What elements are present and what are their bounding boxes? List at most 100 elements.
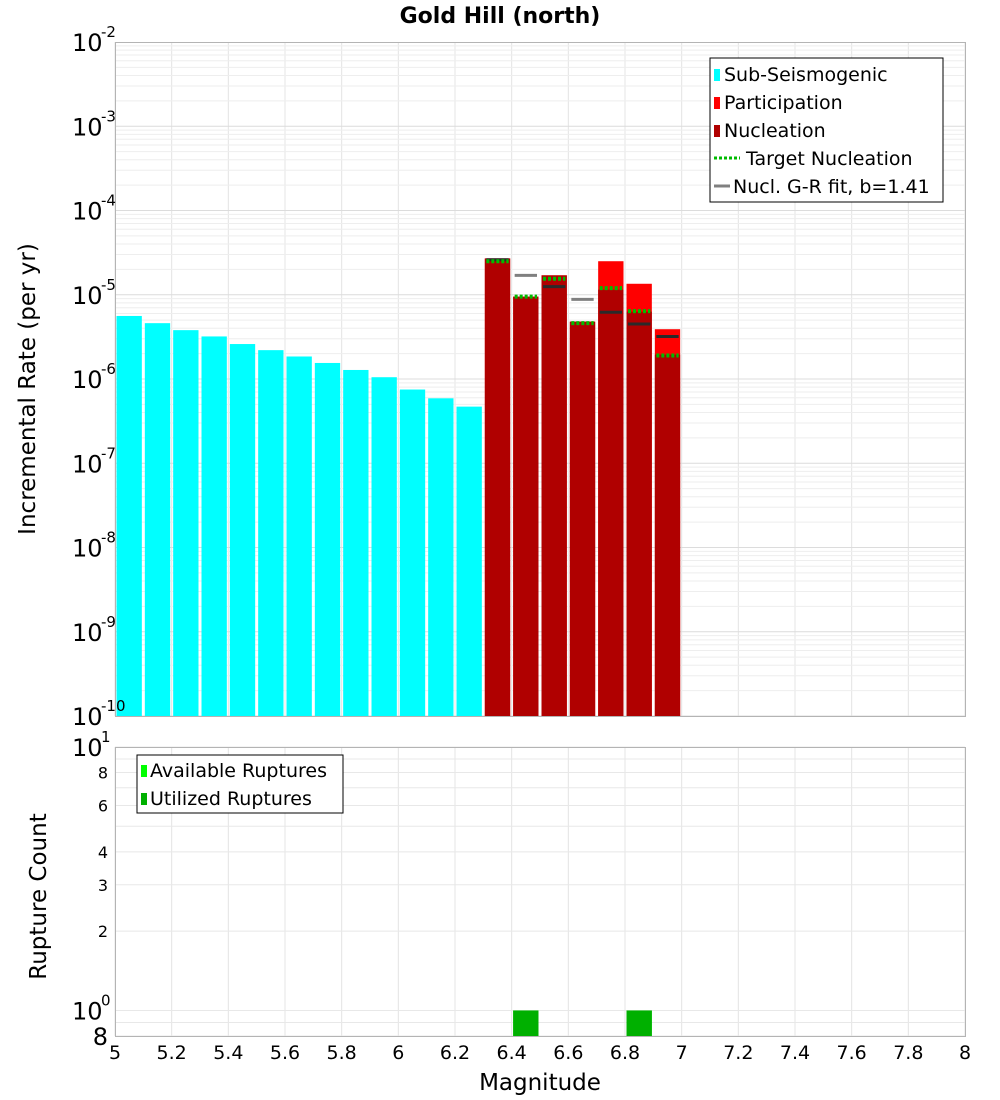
sub-seismogenic-bar	[399, 389, 426, 716]
count-legend: Available Ruptures Utilized Ruptures	[136, 754, 344, 814]
sub-seismogenic-bar	[428, 398, 454, 716]
tick-base: 10	[72, 29, 103, 57]
rate-y-tick-label: 10-8	[72, 529, 116, 563]
rate-y-tick-label: 10-10	[72, 697, 126, 731]
x-tick-label: 8	[959, 1042, 971, 1064]
sub-seismogenic-bar	[456, 406, 482, 716]
rate-y-tick-label: 10-6	[72, 360, 116, 394]
x-ticks: 5 5.2 5.4 5.6 5.8 6 6.2 6.4 6.6 6.8 7 7.2 7.4 7.6 7.8 8	[109, 1042, 971, 1064]
sub-seismogenic-bar	[229, 344, 256, 716]
rate-y-tick-label: 10-5	[72, 276, 116, 310]
sub-seismogenic-bar	[201, 336, 227, 716]
sub-seismogenic-bar	[116, 315, 142, 716]
legend-box	[136, 754, 344, 814]
legend-swatch	[141, 765, 147, 777]
sub-seismogenic-bar	[144, 323, 171, 716]
tick-base: 10	[72, 366, 103, 394]
sub-seismogenic-bar	[371, 377, 397, 716]
tick-base: 10	[72, 282, 103, 310]
count-y-tick-label: 8	[93, 1023, 108, 1051]
count-y-tick-label: 4	[98, 843, 108, 862]
x-tick-label: 5.2	[157, 1042, 187, 1064]
sub-seismogenic-bar	[343, 369, 369, 716]
nucleation-bar	[513, 296, 539, 716]
tick-exponent: -9	[101, 613, 116, 631]
x-tick-label: 6.2	[440, 1042, 470, 1064]
legend-entry: Nucl. G-R fit, b=1.41	[714, 176, 930, 198]
legend-label: Sub-Seismogenic	[724, 64, 888, 86]
tick-exponent: 1	[101, 728, 111, 746]
rate-y-tick-label: 10-2	[72, 23, 116, 57]
utilized-ruptures-bar	[626, 1010, 652, 1036]
legend-swatch	[714, 97, 720, 109]
count-y-tick-label: 8	[98, 764, 108, 783]
sub-seismogenic-bar	[286, 356, 312, 716]
rate-plot-frame	[115, 42, 966, 717]
count-y-tick-label: 100	[72, 991, 111, 1025]
tick-exponent: 0	[101, 991, 111, 1009]
count-plot-frame	[115, 747, 966, 1037]
utilized-ruptures-bar	[513, 1010, 539, 1036]
legend-entry: Available Ruptures	[141, 760, 327, 782]
count-bars	[513, 1010, 652, 1036]
tick-base: 10	[72, 703, 103, 731]
tick-base: 10	[72, 734, 103, 762]
x-tick-label: 6	[392, 1042, 404, 1064]
count-y-axis-label: Rupture Count	[26, 813, 52, 979]
nucleation-bar	[626, 311, 652, 716]
legend-swatch	[714, 69, 720, 81]
count-y-tick-label: 6	[98, 796, 108, 815]
x-tick-label: 5	[109, 1042, 121, 1064]
x-tick-label: 6.8	[610, 1042, 640, 1064]
chart-title: Gold Hill (north)	[400, 4, 601, 29]
x-tick-label: 6.6	[553, 1042, 583, 1064]
rate-y-tick-label: 10-7	[72, 444, 116, 478]
rate-y-tick-label: 10-9	[72, 613, 116, 647]
tick-text: 4	[98, 843, 108, 862]
legend-label: Nucleation	[724, 120, 826, 142]
sub-seismogenic-bar	[173, 330, 199, 716]
rate-y-tick-label: 10-3	[72, 107, 116, 141]
nucleation-bar	[569, 321, 596, 716]
tick-text: 6	[98, 796, 108, 815]
x-tick-label: 5.6	[270, 1042, 300, 1064]
rate-bars	[116, 258, 681, 716]
legend-label: Nucl. G-R fit, b=1.41	[733, 176, 930, 198]
x-tick-label: 7.6	[837, 1042, 867, 1064]
legend-entry: Utilized Ruptures	[141, 788, 312, 810]
tick-text: 8	[98, 764, 108, 783]
x-tick-label: 7	[676, 1042, 688, 1064]
nucleation-bar	[598, 289, 624, 716]
nucleation-bar	[654, 354, 681, 716]
rate-legend: Sub-Seismogenic Participation Nucleation Ta…	[709, 57, 944, 203]
x-tick-label: 7.4	[780, 1042, 810, 1064]
x-tick-label: 7.8	[893, 1042, 923, 1064]
tick-exponent: -7	[101, 444, 116, 462]
tick-exponent: -5	[101, 276, 116, 294]
legend-entry: Participation	[714, 92, 843, 114]
nucleation-bar	[541, 275, 567, 716]
tick-text: 3	[98, 876, 108, 895]
tick-base: 10	[72, 113, 103, 141]
count-y-tick-label: 101	[72, 728, 111, 762]
tick-base: 10	[72, 619, 103, 647]
x-tick-label: 6.4	[497, 1042, 527, 1064]
legend-label: Available Ruptures	[150, 760, 327, 782]
legend-entry: Nucleation	[714, 120, 826, 142]
legend-swatch	[141, 793, 147, 805]
x-axis-label: Magnitude	[479, 1070, 601, 1096]
tick-exponent: -3	[101, 107, 116, 125]
tick-exponent: -2	[101, 23, 116, 41]
tick-exponent: -4	[101, 192, 116, 210]
tick-exponent: -6	[101, 360, 116, 378]
legend-box	[709, 57, 944, 203]
count-y-tick-label: 2	[98, 922, 108, 941]
legend-entry: Target Nucleation	[714, 148, 913, 170]
nucleation-bar	[484, 258, 511, 716]
tick-exponent: -10	[101, 697, 126, 715]
legend-label: Utilized Ruptures	[150, 788, 312, 810]
